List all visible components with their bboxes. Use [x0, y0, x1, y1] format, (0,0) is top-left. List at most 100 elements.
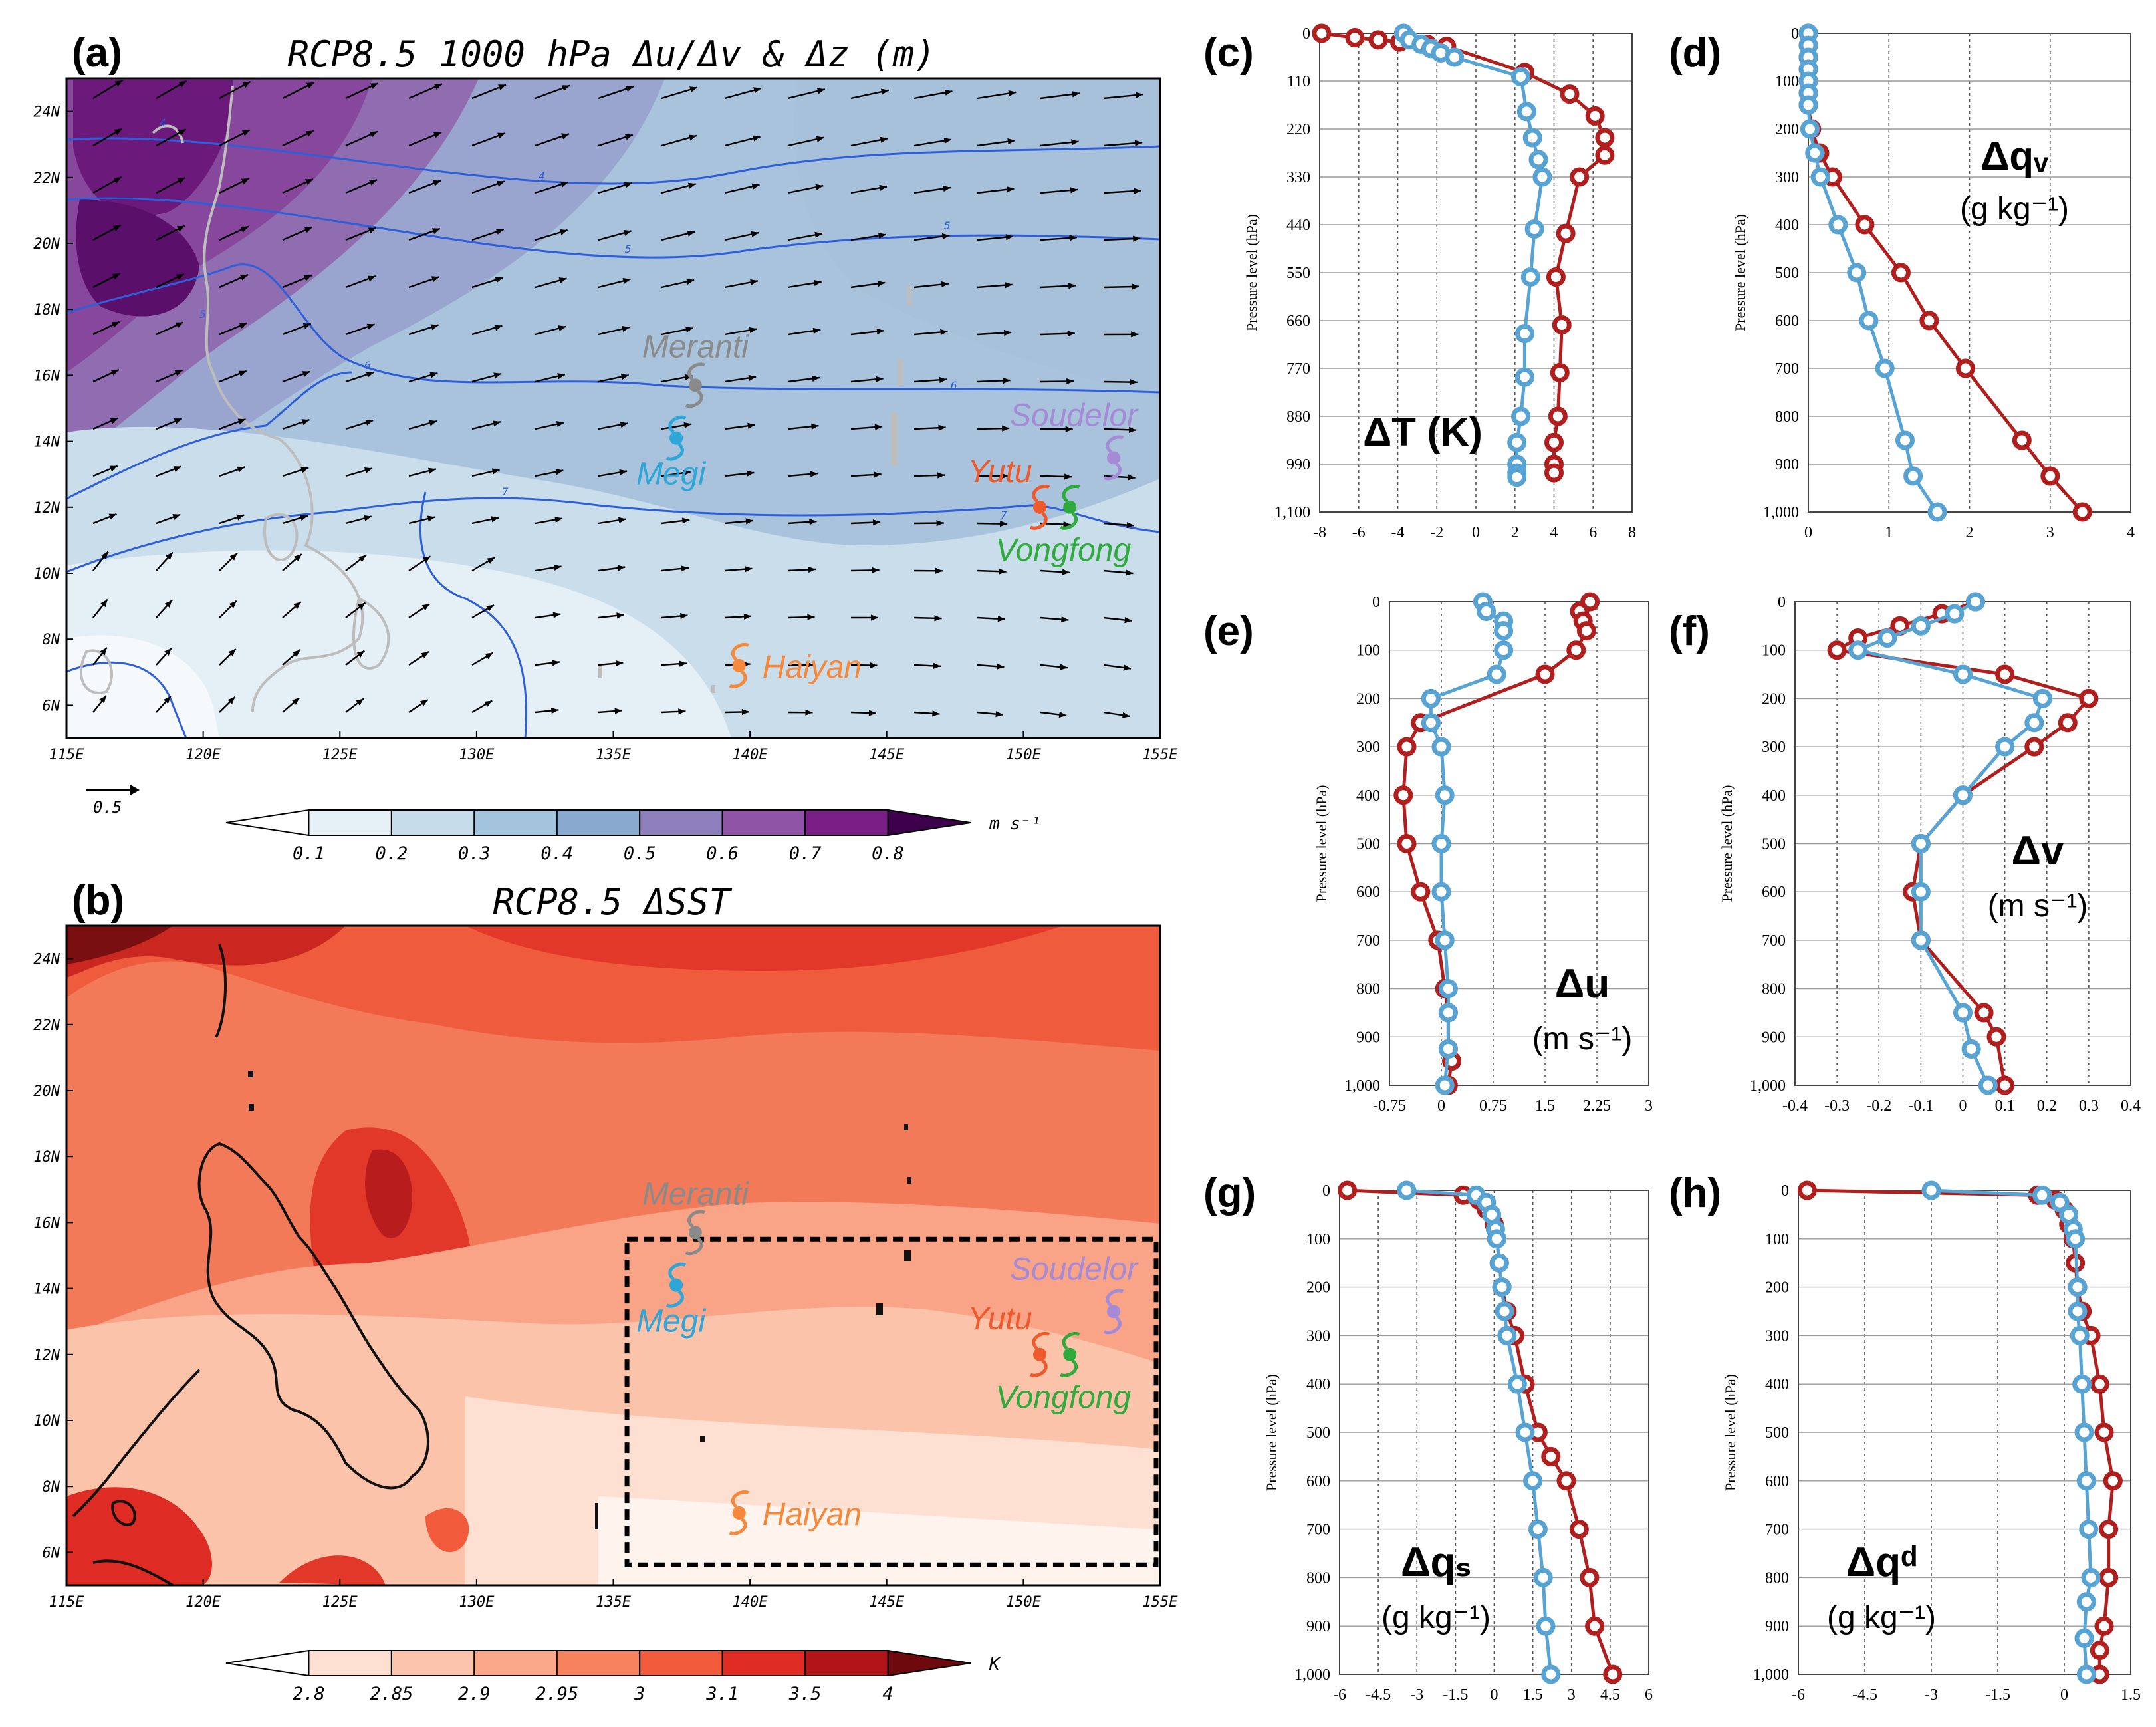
- data-point-red: [1576, 621, 1596, 641]
- panel-label-f: (f): [1669, 608, 1710, 654]
- contour-label: 5: [199, 308, 206, 321]
- y-tick-label: 0: [1791, 25, 1799, 43]
- colorbar-swatch: [639, 809, 723, 836]
- storm-name-label: Soudelor: [1010, 398, 1139, 433]
- variable-label: Δqᵈ: [1846, 1539, 1917, 1585]
- x-tick-label: -0.2: [1866, 1097, 1891, 1115]
- data-point-blue: [1528, 150, 1548, 170]
- panel-label-a: (a): [72, 30, 122, 76]
- data-point-blue: [1520, 267, 1540, 287]
- data-point-red: [1995, 1075, 2015, 1095]
- data-point-blue: [1800, 119, 1820, 139]
- data-point-red: [1541, 1446, 1561, 1466]
- profile-panel-f: (f) -0.4 -0.3 -0.2 -0.1 0 0.1 0.2 0.3 0.4 0 100 200 3…: [1669, 592, 2141, 1115]
- panel-label-b: (b): [72, 878, 124, 924]
- data-point-red: [2099, 1520, 2119, 1539]
- y-tick-label: 0: [1372, 594, 1380, 611]
- storm-name-label: Megi: [636, 1304, 706, 1339]
- colorbar-tick-label: 0.3: [458, 843, 491, 864]
- panel-label-e: (e): [1203, 608, 1254, 654]
- y-tick-label: 12N: [33, 500, 60, 517]
- data-point-blue: [1515, 1422, 1535, 1442]
- data-point-blue: [1431, 882, 1451, 902]
- data-point-blue: [1514, 367, 1534, 387]
- x-tick-label: 3: [1568, 1686, 1576, 1704]
- storm-name-label: Meranti: [642, 1176, 749, 1212]
- data-point-red: [1546, 267, 1566, 287]
- x-tick-label: 0.2: [2037, 1097, 2057, 1115]
- typhoon-icon: [1029, 484, 1050, 530]
- data-point-red: [1544, 432, 1564, 452]
- data-point-blue: [1522, 128, 1542, 148]
- colorbar-swatch: [804, 1650, 889, 1676]
- data-point-blue: [1497, 1325, 1517, 1345]
- data-point-blue: [1848, 640, 1868, 660]
- colorbar-tick-label: 0.8: [872, 843, 904, 864]
- data-point-red: [2079, 688, 2099, 708]
- y-tick-label: 300: [1762, 739, 1786, 756]
- profile-panel-c: (c) -8 -6 -4 -2 0 2 4 6 8 0 110 220 330 440 550 660 770 88…: [1203, 23, 1636, 541]
- colorbar-tick-label: 0.7: [789, 843, 822, 864]
- data-point-red: [1995, 664, 2015, 684]
- data-point-blue: [1953, 1003, 1973, 1023]
- typhoon-icon: [685, 362, 706, 408]
- data-point-blue: [1536, 1616, 1556, 1636]
- data-point-blue: [1495, 1301, 1514, 1321]
- data-point-blue: [1507, 432, 1527, 452]
- data-point-blue: [1431, 737, 1451, 757]
- map-a-axes: 115E 120E 125E 130E 135E 140E 145E 150E 155E 6N 8N…: [33, 104, 1178, 763]
- x-tick-label: 155E: [1143, 1594, 1179, 1611]
- panel-label-g: (g): [1203, 1170, 1256, 1216]
- data-point-blue: [1397, 1180, 1417, 1200]
- x-tick-label: -0.4: [1782, 1097, 1808, 1115]
- y-tick-label: 200: [1356, 690, 1380, 708]
- y-tick-label: 1,000: [1294, 1666, 1330, 1684]
- y-tick-label: 330: [1286, 169, 1310, 186]
- reference-vector-label: 0.5: [93, 798, 122, 817]
- data-point-blue: [2032, 1185, 2052, 1205]
- colorbar-tick-label: 0.6: [706, 843, 739, 864]
- x-tick-label: -6: [1352, 524, 1366, 541]
- colorbar-tick-label: 3: [634, 1684, 645, 1704]
- data-point-blue: [2074, 1628, 2094, 1648]
- x-tick-label: 1: [1885, 524, 1893, 541]
- data-point-blue: [1435, 785, 1455, 805]
- colorbar-swatch: [473, 1650, 558, 1676]
- data-point-blue: [1494, 621, 1514, 641]
- data-point-blue: [1438, 1003, 1458, 1023]
- data-point-blue: [1507, 467, 1527, 487]
- y-tick-label: 6N: [43, 698, 60, 714]
- colorbar-tick-label: 0.4: [540, 843, 573, 864]
- data-point-red: [1338, 1180, 1358, 1200]
- colorbar-tick-label: 0.2: [375, 843, 408, 864]
- unit-label: (m s⁻¹): [1988, 888, 2088, 924]
- unit-label: (m s⁻¹): [1532, 1021, 1633, 1057]
- panel-b: (b) RCP8.5 ΔSST: [33, 878, 1178, 1704]
- data-point-red: [1569, 1520, 1589, 1539]
- contour-label: 7: [502, 485, 509, 498]
- data-point-red: [1556, 1471, 1576, 1491]
- wind-vectors: [92, 79, 1143, 718]
- x-tick-label: 135E: [596, 1594, 632, 1611]
- y-axis-label: Pressure level (hPa): [1719, 785, 1735, 902]
- contour-label: 7: [1001, 509, 1007, 521]
- x-tick-label: 145E: [869, 747, 905, 763]
- data-point-red: [2024, 737, 2044, 757]
- x-tick-label: 1.5: [1523, 1686, 1543, 1704]
- panel-label-c: (c): [1203, 30, 1254, 76]
- y-tick-label: 100: [1775, 73, 1799, 90]
- y-tick-label: 300: [1356, 739, 1380, 756]
- data-point-blue: [1533, 1567, 1553, 1587]
- x-tick-label: -3: [1925, 1686, 1938, 1704]
- y-tick-label: 800: [1765, 1569, 1789, 1587]
- data-point-blue: [1921, 1180, 1941, 1200]
- data-point-red: [1580, 1567, 1600, 1587]
- y-tick-label: 1,000: [1753, 1666, 1789, 1684]
- x-tick-label: 2.25: [1583, 1097, 1611, 1115]
- typhoon-icon: [1060, 1331, 1080, 1377]
- y-tick-label: 22N: [33, 1017, 60, 1034]
- x-tick-label: 120E: [185, 747, 221, 763]
- contour-label: 4: [160, 116, 166, 129]
- data-point-red: [2094, 1422, 2114, 1442]
